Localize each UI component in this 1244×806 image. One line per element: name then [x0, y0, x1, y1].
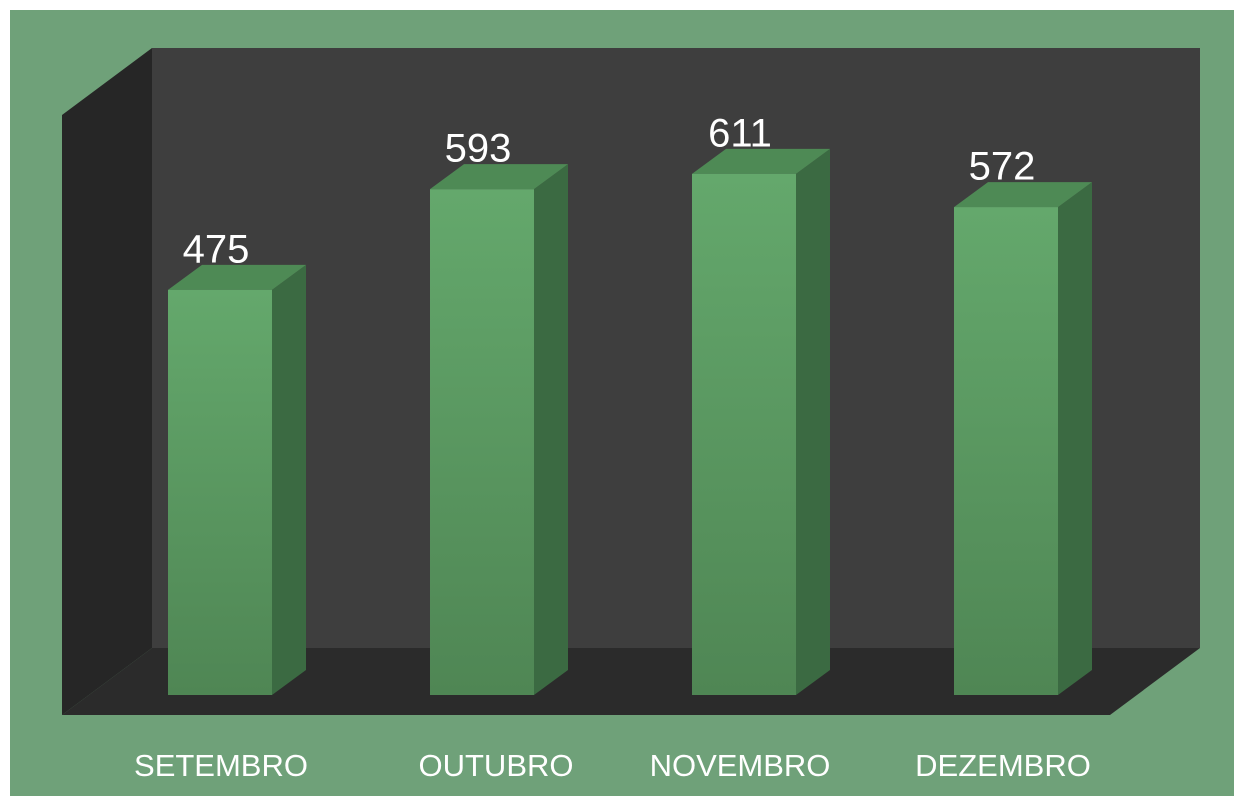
bar	[168, 264, 306, 695]
bar-top	[168, 264, 306, 290]
bar-side	[796, 148, 830, 695]
side-wall	[62, 48, 152, 715]
x-tick-label: SETEMBRO	[134, 748, 308, 783]
bar-front	[954, 207, 1058, 696]
bar-front	[430, 189, 534, 695]
bar-side	[534, 164, 568, 695]
bar-side	[272, 264, 306, 695]
x-tick-label: DEZEMBRO	[915, 748, 1091, 783]
bar-top	[430, 164, 568, 190]
bar-front	[168, 289, 272, 695]
bar-side	[1058, 182, 1092, 696]
value-label: 593	[445, 127, 512, 171]
x-tick-label: OUTUBRO	[419, 748, 574, 783]
bar-top	[692, 148, 830, 174]
bar	[692, 148, 830, 695]
x-tick-label: NOVEMBRO	[650, 748, 831, 783]
bar	[430, 164, 568, 695]
value-label: 611	[708, 111, 772, 155]
bar-top	[954, 182, 1092, 208]
value-label: 475	[183, 227, 250, 271]
value-label: 572	[969, 145, 1036, 189]
floor	[62, 648, 1200, 715]
bar	[954, 182, 1092, 696]
bar-front	[692, 173, 796, 695]
